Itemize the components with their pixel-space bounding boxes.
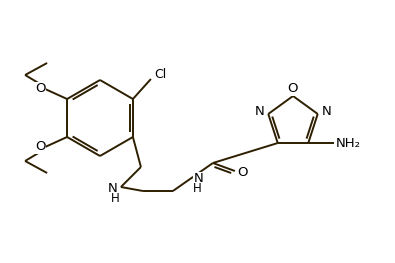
Text: N: N: [194, 173, 204, 185]
Text: N: N: [322, 105, 331, 118]
Text: O: O: [238, 166, 248, 180]
Text: N: N: [254, 105, 264, 118]
Text: O: O: [35, 140, 45, 154]
Text: N: N: [108, 183, 118, 195]
Text: H: H: [111, 193, 119, 205]
Text: Cl: Cl: [154, 68, 166, 82]
Text: O: O: [35, 83, 45, 95]
Text: O: O: [288, 83, 298, 95]
Text: NH₂: NH₂: [336, 136, 361, 150]
Text: H: H: [192, 183, 201, 195]
